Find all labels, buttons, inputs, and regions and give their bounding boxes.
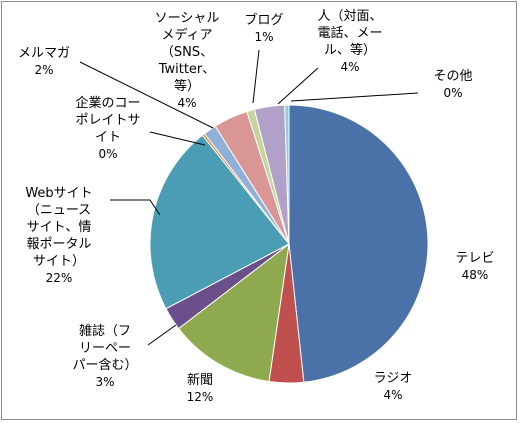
slice-percent: 0%	[98, 147, 118, 161]
leader-line	[79, 61, 214, 129]
leader-line	[277, 67, 319, 105]
slice-label-text: その他	[433, 69, 473, 84]
slice-percent: 4%	[340, 60, 360, 74]
slice-label-text: メルマガ	[17, 46, 70, 61]
slice-label-text: 企業のコー ポレイトサ イト	[75, 96, 141, 145]
slice-label-text: テレビ	[455, 251, 495, 266]
slice-label: 企業のコー ポレイトサ イト 0%	[58, 95, 158, 163]
slice-percent: 4%	[383, 388, 403, 402]
slice-label-text: ラジオ	[373, 371, 413, 386]
pie-slice	[149, 134, 290, 310]
slice-percent: 0%	[443, 86, 463, 100]
slice-percent: 1%	[254, 30, 274, 44]
slice-label: ソーシャル メディア （SNS、 Twitter、 等） 4%	[138, 10, 236, 112]
slice-percent: 2%	[34, 63, 54, 77]
slice-label: その他 0%	[418, 68, 488, 102]
slice-label: 雑誌（フ リーペー パー含む） 3%	[60, 323, 150, 391]
slice-label-text: 雑誌（フ リーペー パー含む）	[72, 324, 138, 373]
slice-label: メルマガ 2%	[5, 45, 83, 79]
leader-line	[290, 92, 419, 102]
slice-percent: 4%	[177, 96, 197, 110]
slice-label: 人（対面、 電話、メー ル、等） 4%	[303, 8, 397, 76]
slice-label: Webサイト （ニュース サイト、情 報ポータル サイト） 22%	[8, 185, 110, 287]
slice-label: 新聞 12%	[175, 372, 225, 406]
leader-line	[147, 324, 177, 346]
pie-slice	[284, 104, 290, 245]
pie-slice	[177, 242, 290, 383]
slice-label-text: 新聞	[186, 373, 213, 388]
leader-line	[110, 199, 161, 216]
slice-label-text: Webサイト （ニュース サイト、情 報ポータル サイト）	[25, 186, 93, 269]
slice-label: ブログ 1%	[232, 12, 296, 46]
slice-percent: 3%	[95, 375, 115, 389]
slice-percent: 12%	[186, 390, 214, 404]
slice-label: ラジオ 4%	[367, 370, 419, 404]
slice-label-text: ブログ	[244, 13, 284, 28]
slice-label: テレビ 48%	[440, 250, 510, 284]
leader-line	[252, 49, 260, 104]
slice-label-text: ソーシャル メディア （SNS、 Twitter、 等）	[154, 11, 220, 94]
slice-label-text: 人（対面、 電話、メー ル、等）	[317, 9, 383, 58]
pie-slice	[288, 104, 429, 383]
slice-percent: 22%	[45, 271, 73, 285]
slice-percent: 48%	[461, 268, 489, 282]
leader-line	[149, 131, 206, 146]
